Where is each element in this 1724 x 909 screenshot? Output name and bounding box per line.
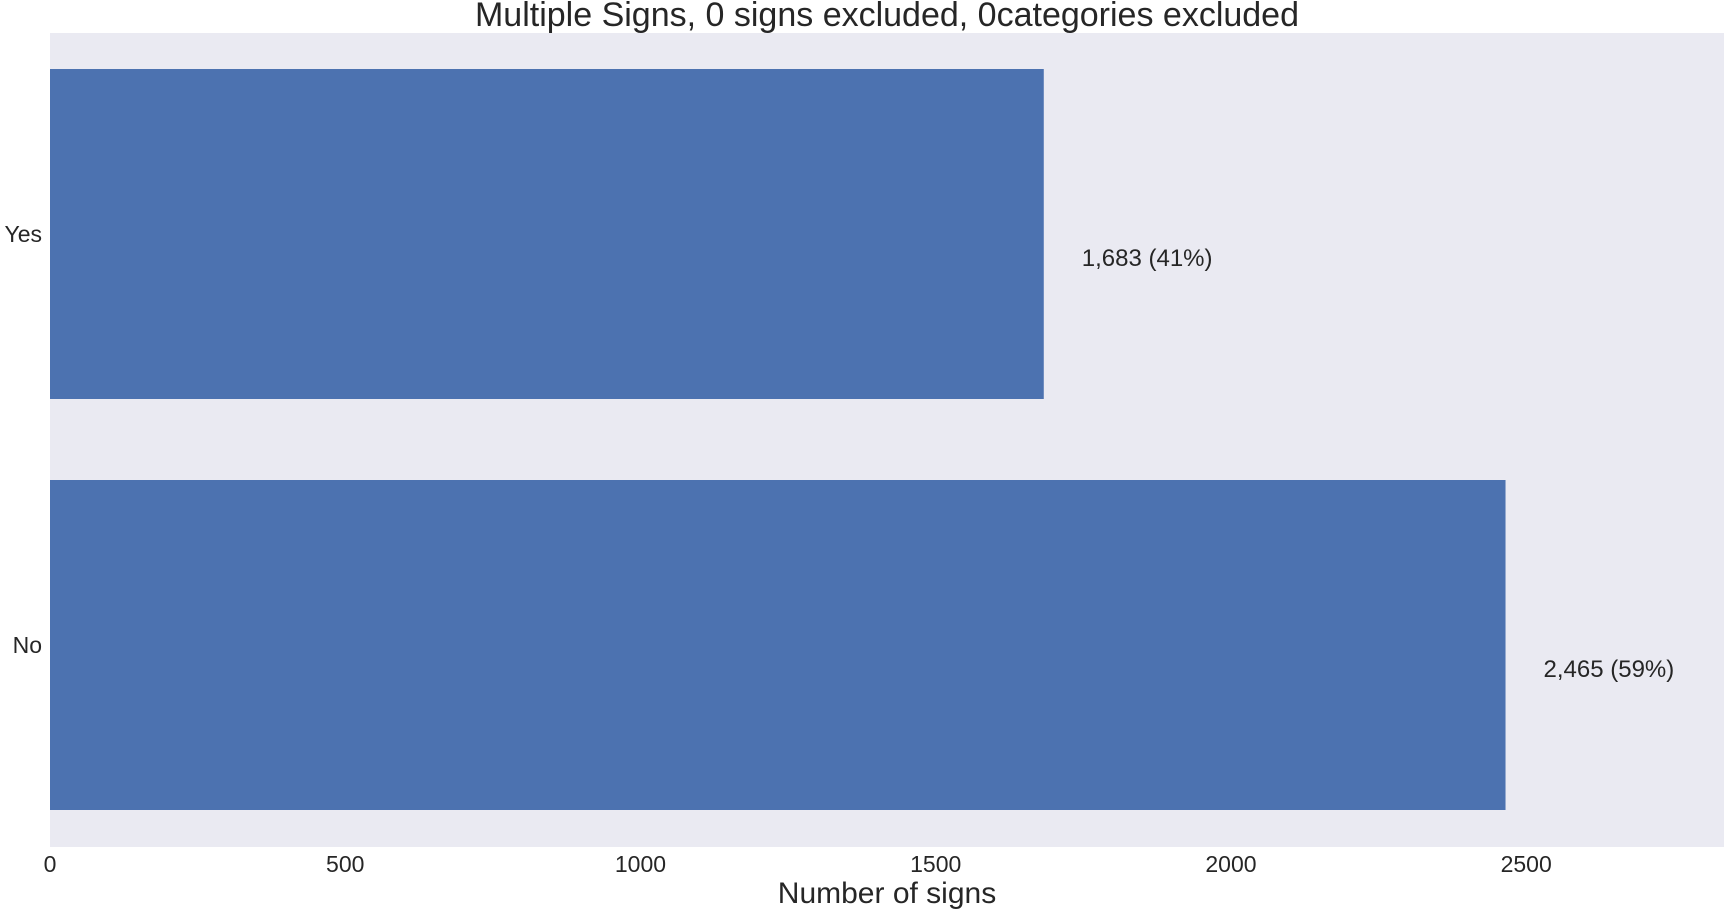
category-labels-layer: Yes No xyxy=(4,221,42,658)
data-labels-layer: 1,683 (41%) 2,465 (59%) xyxy=(1082,245,1675,683)
bar-yes xyxy=(50,69,1044,399)
x-tick-label: 2500 xyxy=(1501,851,1552,877)
x-axis-title: Number of signs xyxy=(778,877,996,909)
data-label-yes: 1,683 (41%) xyxy=(1082,245,1213,272)
chart-title: Multiple Signs, 0 signs excluded, 0categ… xyxy=(475,0,1299,34)
bars-layer xyxy=(50,69,1506,810)
category-label-no: No xyxy=(13,632,42,658)
x-tick-label: 0 xyxy=(44,851,57,877)
x-axis-ticks: 0 500 1000 1500 2000 2500 xyxy=(44,851,1552,877)
bar-no xyxy=(50,480,1506,810)
x-tick-label: 2000 xyxy=(1205,851,1256,877)
category-label-yes: Yes xyxy=(4,221,42,247)
x-tick-label: 1500 xyxy=(910,851,961,877)
data-label-no: 2,465 (59%) xyxy=(1544,656,1675,683)
x-tick-label: 1000 xyxy=(615,851,666,877)
x-tick-label: 500 xyxy=(326,851,364,877)
